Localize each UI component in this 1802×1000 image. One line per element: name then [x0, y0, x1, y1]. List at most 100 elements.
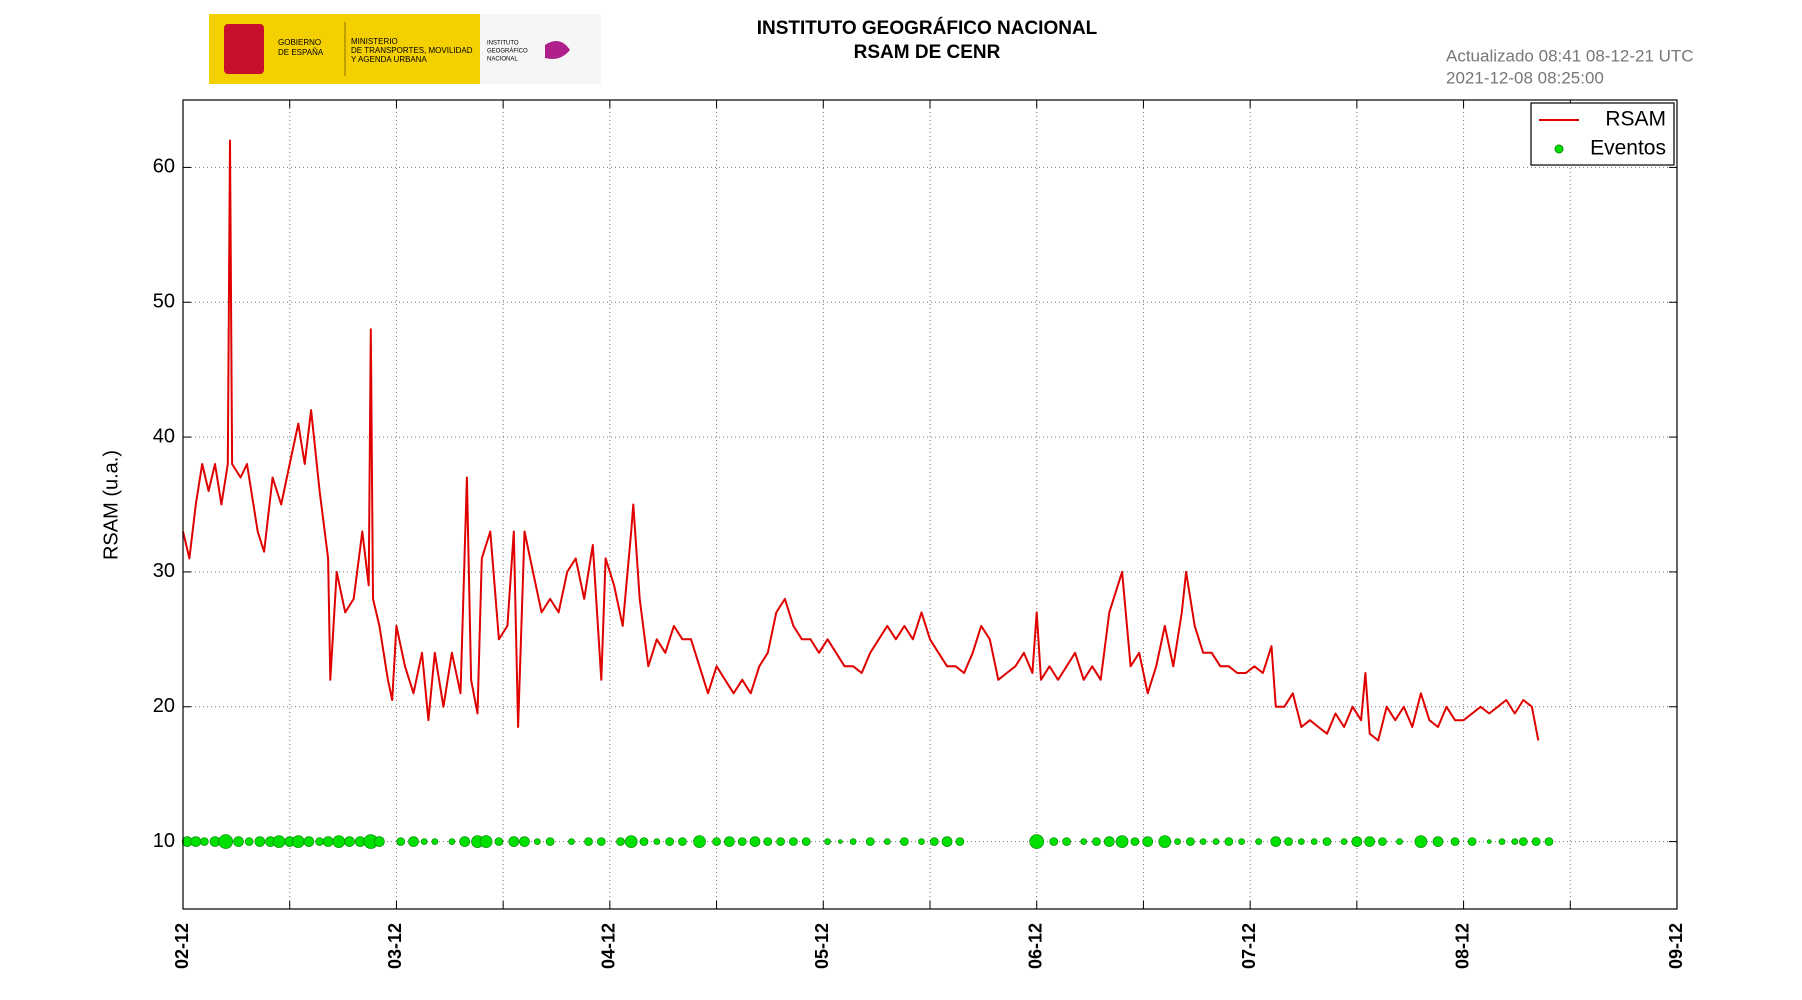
event-point	[303, 836, 315, 847]
event-point	[1062, 837, 1071, 846]
legend-label: Eventos	[1590, 137, 1666, 160]
x-tick-label: 03-12	[385, 923, 405, 969]
event-point	[244, 837, 254, 846]
event-point	[408, 836, 419, 847]
event-point	[712, 837, 721, 846]
event-point	[218, 834, 234, 849]
event-point	[900, 837, 909, 846]
x-tick-label: 04-12	[599, 923, 619, 969]
event-point	[233, 836, 244, 847]
event-point	[1498, 838, 1506, 845]
event-point	[838, 839, 843, 844]
legend: RSAM Eventos	[1530, 102, 1675, 166]
legend-label: RSAM	[1605, 108, 1666, 131]
event-point	[1130, 837, 1140, 846]
y-tick-label: 30	[153, 560, 175, 582]
y-tick-label: 10	[153, 830, 175, 852]
event-point	[865, 837, 875, 846]
event-point	[955, 837, 965, 846]
event-point	[1238, 838, 1245, 845]
event-point	[941, 836, 953, 847]
event-point	[396, 837, 406, 846]
event-point	[533, 838, 541, 845]
event-point	[448, 838, 456, 845]
legend-box	[1530, 102, 1675, 166]
x-tick-label: 05-12	[812, 923, 832, 969]
event-point	[824, 838, 831, 845]
logo-text: DE ESPAÑA	[278, 48, 324, 57]
event-point	[291, 835, 305, 848]
event-point	[508, 836, 520, 847]
event-point	[322, 836, 334, 847]
event-point	[616, 837, 625, 846]
event-point	[1092, 837, 1101, 846]
x-tick-label: 02-12	[172, 923, 192, 969]
y-tick-label: 50	[153, 291, 175, 313]
event-point	[596, 837, 606, 846]
y-axis-label: RSAM (u.a.)	[100, 450, 122, 560]
logo-shield	[224, 24, 264, 74]
event-point	[459, 836, 471, 847]
logo-text: Y AGENDA URBANA	[351, 55, 428, 64]
event-point	[665, 837, 674, 846]
event-point	[1142, 836, 1154, 847]
event-point	[929, 837, 939, 846]
event-point	[1450, 837, 1460, 846]
logo: GOBIERNO DE ESPAÑA MINISTERIO DE TRANSPO…	[209, 14, 601, 84]
event-point	[1115, 835, 1129, 848]
event-point	[1049, 837, 1059, 846]
event-point	[1158, 835, 1172, 848]
event-point	[519, 836, 530, 847]
event-point	[1414, 835, 1428, 848]
event-point	[678, 837, 687, 846]
event-point	[1029, 834, 1045, 849]
event-point	[479, 835, 493, 848]
event-point	[693, 835, 706, 848]
legend-swatch	[1554, 144, 1564, 154]
event-point	[724, 836, 735, 847]
event-point	[1199, 838, 1207, 845]
event-point	[776, 837, 785, 846]
rsam-line	[182, 139, 1540, 742]
logo-text: NACIONAL	[487, 57, 518, 63]
event-point	[272, 835, 286, 848]
x-tick-label: 07-12	[1239, 923, 1259, 969]
annotation: Actualizado 08:41 08-12-21 UTC	[1446, 46, 1694, 65]
event-point	[1486, 839, 1492, 844]
event-point	[420, 838, 428, 845]
event-point	[431, 838, 439, 845]
event-point	[1322, 837, 1332, 846]
event-point	[883, 838, 891, 845]
event-point	[801, 837, 811, 846]
event-point	[315, 837, 324, 846]
event-point	[1080, 838, 1088, 845]
event-point	[1364, 836, 1376, 847]
y-tick-label: 20	[153, 695, 175, 717]
plot-frame	[182, 99, 1678, 910]
x-tick-label: 06-12	[1025, 923, 1045, 969]
event-point	[494, 837, 504, 846]
event-point	[332, 835, 346, 848]
event-point	[199, 837, 209, 846]
chart-subtitle: RSAM DE CENR	[854, 42, 1001, 63]
event-point	[1432, 836, 1444, 847]
event-point	[1511, 838, 1519, 845]
y-tick-label: 40	[153, 425, 175, 447]
event-point	[639, 837, 649, 846]
event-point	[254, 836, 266, 847]
event-point	[1224, 837, 1234, 846]
x-tick-label: 08-12	[1452, 923, 1472, 969]
event-point	[1378, 837, 1387, 846]
logo-mark	[545, 41, 570, 59]
logo-text: MINISTERIO	[351, 37, 398, 46]
logo-text: DE TRANSPORTES, MOVILIDAD	[351, 46, 473, 55]
event-point	[1518, 837, 1528, 846]
logo-text: GEOGRÁFICO	[487, 48, 528, 55]
event-point	[749, 836, 761, 847]
event-point	[1396, 838, 1403, 845]
event-point	[344, 836, 355, 847]
event-point	[1174, 838, 1181, 845]
logo-text: INSTITUTO	[487, 41, 519, 47]
event-point	[1340, 838, 1348, 845]
